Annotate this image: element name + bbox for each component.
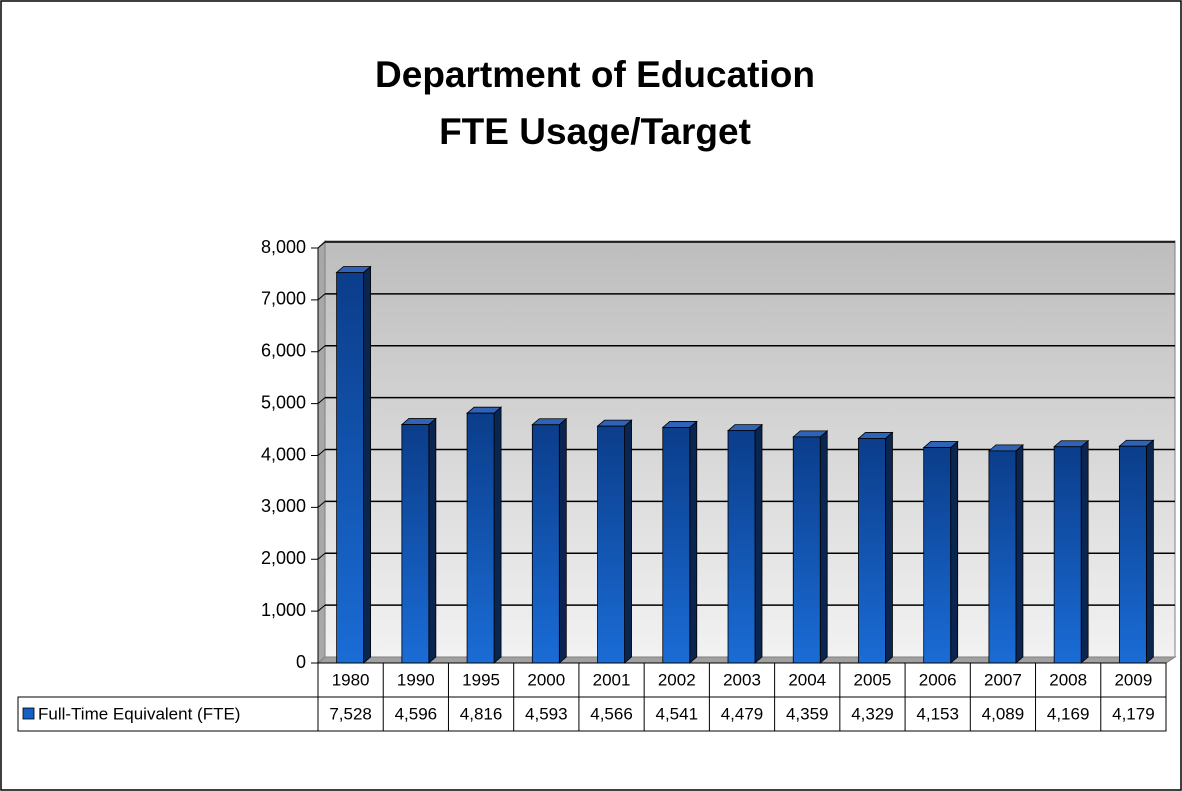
x-tick-label: 2002 (658, 670, 696, 689)
bar-side (363, 265, 372, 664)
chart-title: FTE Usage/Target (439, 111, 751, 152)
y-tick-label: 7,000 (261, 289, 306, 309)
x-tick-label: 1980 (332, 670, 370, 689)
bar-side (558, 417, 567, 664)
table-row (17, 696, 1167, 732)
bar-side (689, 420, 698, 664)
legend-swatch (22, 707, 35, 720)
y-tick-label: 8,000 (261, 237, 306, 257)
bar-side (1080, 439, 1089, 664)
y-tick-label: 5,000 (261, 392, 306, 412)
grid-line (317, 241, 326, 249)
x-tick-label: 1990 (397, 670, 435, 689)
x-tick-label: 2001 (593, 670, 631, 689)
legend-label: Full-Time Equivalent (FTE) (38, 704, 240, 723)
x-tick-label: 1995 (462, 670, 500, 689)
bar (988, 450, 1017, 664)
grid-line (317, 449, 326, 456)
grid-line (317, 345, 326, 353)
bar (727, 430, 756, 664)
data-label: 4,816 (460, 704, 503, 723)
data-label: 4,593 (525, 704, 568, 723)
bar-side (819, 430, 828, 664)
bar-side (624, 419, 632, 664)
data-label: 4,329 (851, 704, 894, 723)
x-tick-label: 2005 (854, 670, 892, 689)
bar-side (493, 406, 502, 664)
data-label: 4,169 (1047, 704, 1090, 723)
x-tick-label: 2003 (723, 670, 761, 689)
bar (792, 436, 821, 664)
data-label: 4,089 (982, 704, 1025, 723)
bar (1053, 446, 1082, 664)
x-tick-label: 2006 (919, 670, 957, 689)
x-tick-label: 2009 (1114, 670, 1152, 689)
bar (336, 272, 365, 664)
bar-side (1145, 439, 1154, 664)
y-tick-label: 6,000 (261, 341, 306, 361)
y-tick-label: 4,000 (261, 444, 306, 464)
grid-line (317, 500, 326, 508)
bar (401, 424, 430, 664)
chart-title: Department of Education (375, 54, 815, 95)
data-label: 4,479 (721, 704, 764, 723)
bar-side (885, 431, 893, 664)
bar (531, 424, 560, 664)
grid-line (317, 552, 326, 560)
bar-side (428, 417, 437, 664)
bar (597, 425, 625, 664)
bar-side (754, 423, 763, 664)
table-row (317, 662, 1167, 698)
bar (662, 427, 691, 664)
x-tick-label: 2000 (527, 670, 565, 689)
x-tick-label: 2004 (788, 670, 826, 689)
grid-line (317, 293, 326, 301)
data-label: 4,566 (590, 704, 633, 723)
y-tick-label: 1,000 (261, 600, 306, 620)
bar (1118, 445, 1147, 664)
data-label: 4,153 (916, 704, 959, 723)
data-label: 4,596 (395, 704, 438, 723)
bar (466, 412, 495, 664)
grid-line (317, 604, 326, 612)
bar (858, 438, 886, 664)
x-tick-label: 2008 (1049, 670, 1087, 689)
bar (923, 447, 952, 664)
data-label: 4,541 (655, 704, 698, 723)
y-tick-label: 0 (296, 652, 306, 672)
y-tick-label: 3,000 (261, 496, 306, 516)
grid-line (317, 397, 326, 405)
bar-side (950, 440, 959, 664)
x-tick-label: 2007 (984, 670, 1022, 689)
y-tick-label: 2,000 (261, 548, 306, 568)
data-label: 7,528 (329, 704, 372, 723)
data-label: 4,359 (786, 704, 829, 723)
bar-side (1015, 444, 1024, 664)
data-label: 4,179 (1112, 704, 1155, 723)
